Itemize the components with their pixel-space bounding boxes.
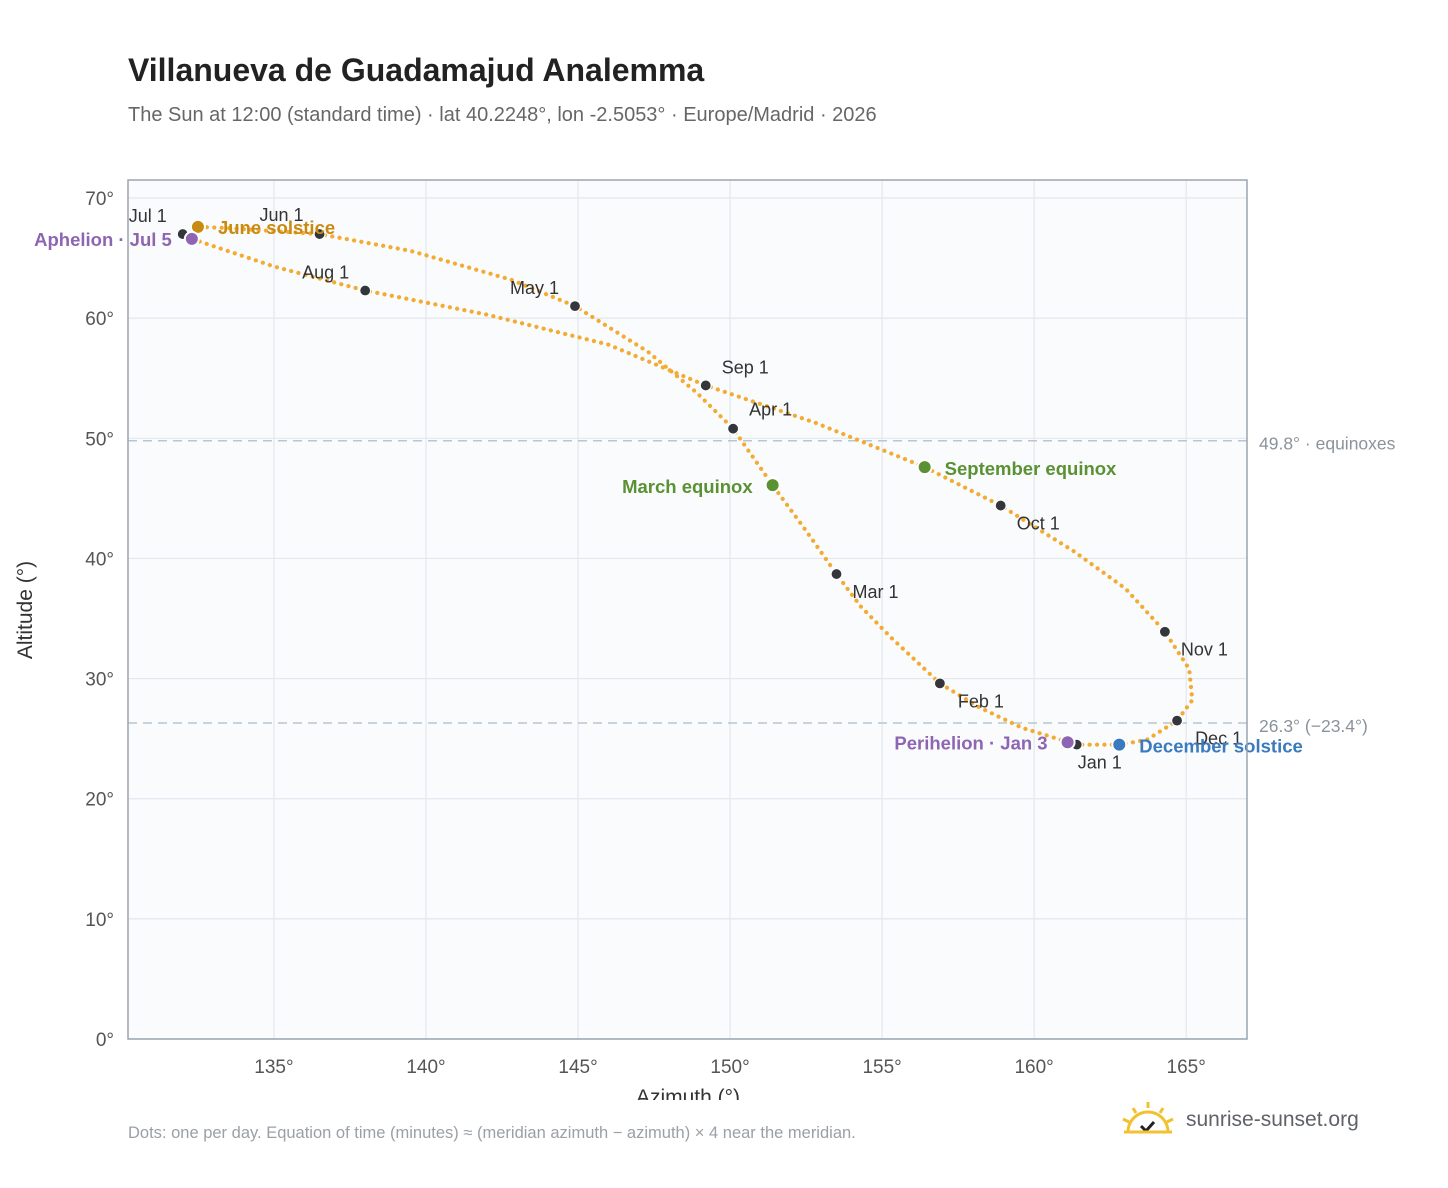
x-tick-label: 165° [1167,1057,1206,1078]
y-tick-label: 30° [85,670,114,691]
y-tick-label: 10° [85,910,114,931]
brand[interactable]: sunrise-sunset.org [1120,1100,1359,1140]
event-label: Aphelion · Jul 5 [34,229,172,250]
reference-line-label: 49.8° · equinoxes [1259,434,1396,454]
month-label: Mar 1 [852,582,898,602]
y-tick-label: 40° [85,549,114,570]
footnote: Dots: one per day. Equation of time (min… [128,1124,856,1142]
y-tick-label: 60° [85,309,114,330]
month-label: Jul 1 [129,206,167,226]
event-marker [1111,736,1128,753]
month-marker [313,227,326,241]
month-marker [830,567,843,581]
month-label: Feb 1 [958,691,1004,711]
event-label: December solstice [1139,736,1303,757]
chart-title: Villanueva de Guadamajud Analemma [128,52,705,88]
month-label: Jun 1 [260,205,304,225]
chart-subtitle: The Sun at 12:00 (standard time) · lat 4… [128,104,877,126]
month-marker [359,284,372,297]
event-marker [764,477,781,494]
plot-area [128,180,1247,1039]
y-axis-label: Altitude (°) [14,561,37,659]
y-tick-label: 0° [96,1030,114,1051]
x-tick-label: 135° [254,1057,293,1078]
plot-frame [127,179,1248,1040]
event-label: March equinox [622,476,753,497]
month-marker [568,300,582,313]
x-tick-label: 155° [862,1057,901,1078]
sun-logo-icon [1122,1102,1174,1134]
y-tick-label: 50° [85,429,114,450]
month-label: May 1 [510,278,559,298]
event-label: Perihelion · Jan 3 [894,732,1047,753]
month-marker [994,499,1007,512]
month-marker [1170,714,1184,727]
x-tick-label: 150° [710,1057,749,1078]
event-label: June solstice [218,217,335,238]
x-tick-label: 160° [1014,1057,1053,1078]
month-label: Jan 1 [1078,753,1122,773]
month-marker [933,677,946,690]
reference-line-label: 26.3° (−23.4°) [1259,716,1368,736]
month-label: Apr 1 [749,400,792,420]
month-markers: Jan 1 Feb 1 Mar 1 Apr 1 May 1 Jun 1 Jul 1 Aug 1… [129,205,1242,773]
analemma-chart: 49.8° · equinoxes 26.3° (−23.4°) Jan 1 Feb… [14,179,1396,1100]
month-marker [1158,625,1171,638]
month-label: Nov 1 [1181,640,1228,660]
month-label: Aug 1 [302,263,349,283]
month-marker [727,422,740,435]
event-marker [1059,734,1076,751]
x-tick-label: 145° [558,1057,597,1078]
event-markers: June solstice December solstice March equi… [34,217,1303,757]
event-marker [183,230,200,247]
y-tick-label: 20° [85,790,114,811]
axes: 135° 140° 145° 150° 155° 160° 165° 0° 10° 20° 30° 4… [85,189,1206,1078]
event-marker [916,459,933,476]
month-label: Oct 1 [1017,514,1060,534]
y-tick-label: 70° [85,189,114,210]
event-label: September equinox [945,458,1117,479]
month-marker [699,379,712,392]
x-axis-label: Azimuth (°) [636,1086,740,1100]
reference-lines: 49.8° · equinoxes 26.3° (−23.4°) [128,434,1396,736]
month-label: Dec 1 [1195,729,1242,749]
brand-name: sunrise-sunset.org [1186,1108,1359,1131]
month-label: Sep 1 [722,357,769,377]
x-tick-label: 140° [406,1057,445,1078]
